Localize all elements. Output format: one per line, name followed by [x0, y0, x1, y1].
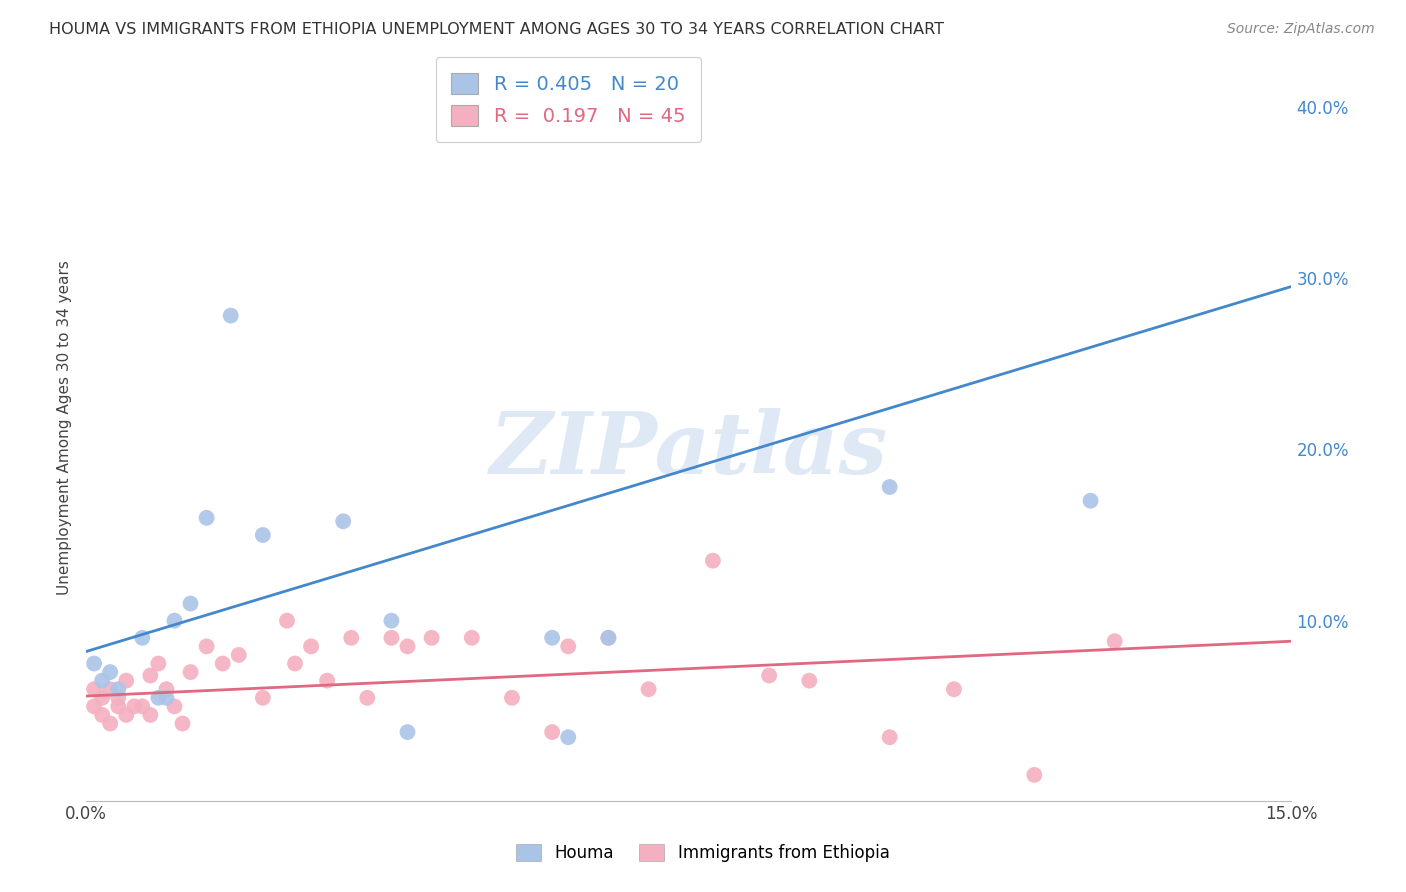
Point	[702, 554, 724, 568]
Point	[172, 716, 194, 731]
Point	[284, 657, 307, 671]
Point	[83, 682, 105, 697]
Point	[637, 682, 659, 697]
Point	[148, 690, 170, 705]
Point	[299, 640, 322, 654]
Point	[148, 657, 170, 671]
Point	[228, 648, 250, 662]
Point	[83, 699, 105, 714]
Point	[557, 640, 579, 654]
Point	[180, 665, 202, 679]
Text: Source: ZipAtlas.com: Source: ZipAtlas.com	[1227, 22, 1375, 37]
Legend: Houma, Immigrants from Ethiopia: Houma, Immigrants from Ethiopia	[508, 836, 898, 871]
Point	[541, 631, 564, 645]
Point	[396, 640, 419, 654]
Point	[115, 707, 138, 722]
Point	[942, 682, 965, 697]
Point	[155, 690, 177, 705]
Point	[155, 682, 177, 697]
Point	[316, 673, 339, 688]
Point	[219, 309, 242, 323]
Point	[180, 597, 202, 611]
Point	[380, 614, 402, 628]
Point	[163, 614, 186, 628]
Point	[139, 707, 162, 722]
Point	[1024, 768, 1046, 782]
Point	[758, 668, 780, 682]
Text: ZIPatlas: ZIPatlas	[489, 409, 887, 492]
Y-axis label: Unemployment Among Ages 30 to 34 years: Unemployment Among Ages 30 to 34 years	[58, 260, 72, 595]
Point	[276, 614, 298, 628]
Point	[541, 725, 564, 739]
Point	[396, 725, 419, 739]
Point	[98, 682, 121, 697]
Point	[380, 631, 402, 645]
Point	[131, 699, 153, 714]
Text: HOUMA VS IMMIGRANTS FROM ETHIOPIA UNEMPLOYMENT AMONG AGES 30 TO 34 YEARS CORRELA: HOUMA VS IMMIGRANTS FROM ETHIOPIA UNEMPL…	[49, 22, 945, 37]
Point	[1104, 634, 1126, 648]
Point	[163, 699, 186, 714]
Point	[598, 631, 620, 645]
Point	[195, 511, 218, 525]
Point	[195, 640, 218, 654]
Point	[501, 690, 523, 705]
Point	[340, 631, 363, 645]
Point	[98, 716, 121, 731]
Point	[879, 730, 901, 744]
Point	[107, 682, 129, 697]
Point	[98, 665, 121, 679]
Point	[107, 690, 129, 705]
Point	[91, 707, 114, 722]
Point	[252, 528, 274, 542]
Point	[879, 480, 901, 494]
Point	[91, 673, 114, 688]
Point	[332, 514, 354, 528]
Point	[91, 690, 114, 705]
Point	[799, 673, 821, 688]
Point	[252, 690, 274, 705]
Point	[131, 631, 153, 645]
Point	[420, 631, 443, 645]
Point	[461, 631, 484, 645]
Point	[557, 730, 579, 744]
Legend: R = 0.405   N = 20, R =  0.197   N = 45: R = 0.405 N = 20, R = 0.197 N = 45	[436, 57, 702, 142]
Point	[139, 668, 162, 682]
Point	[107, 699, 129, 714]
Point	[356, 690, 378, 705]
Point	[115, 673, 138, 688]
Point	[211, 657, 233, 671]
Point	[598, 631, 620, 645]
Point	[124, 699, 146, 714]
Point	[83, 657, 105, 671]
Point	[1080, 493, 1102, 508]
